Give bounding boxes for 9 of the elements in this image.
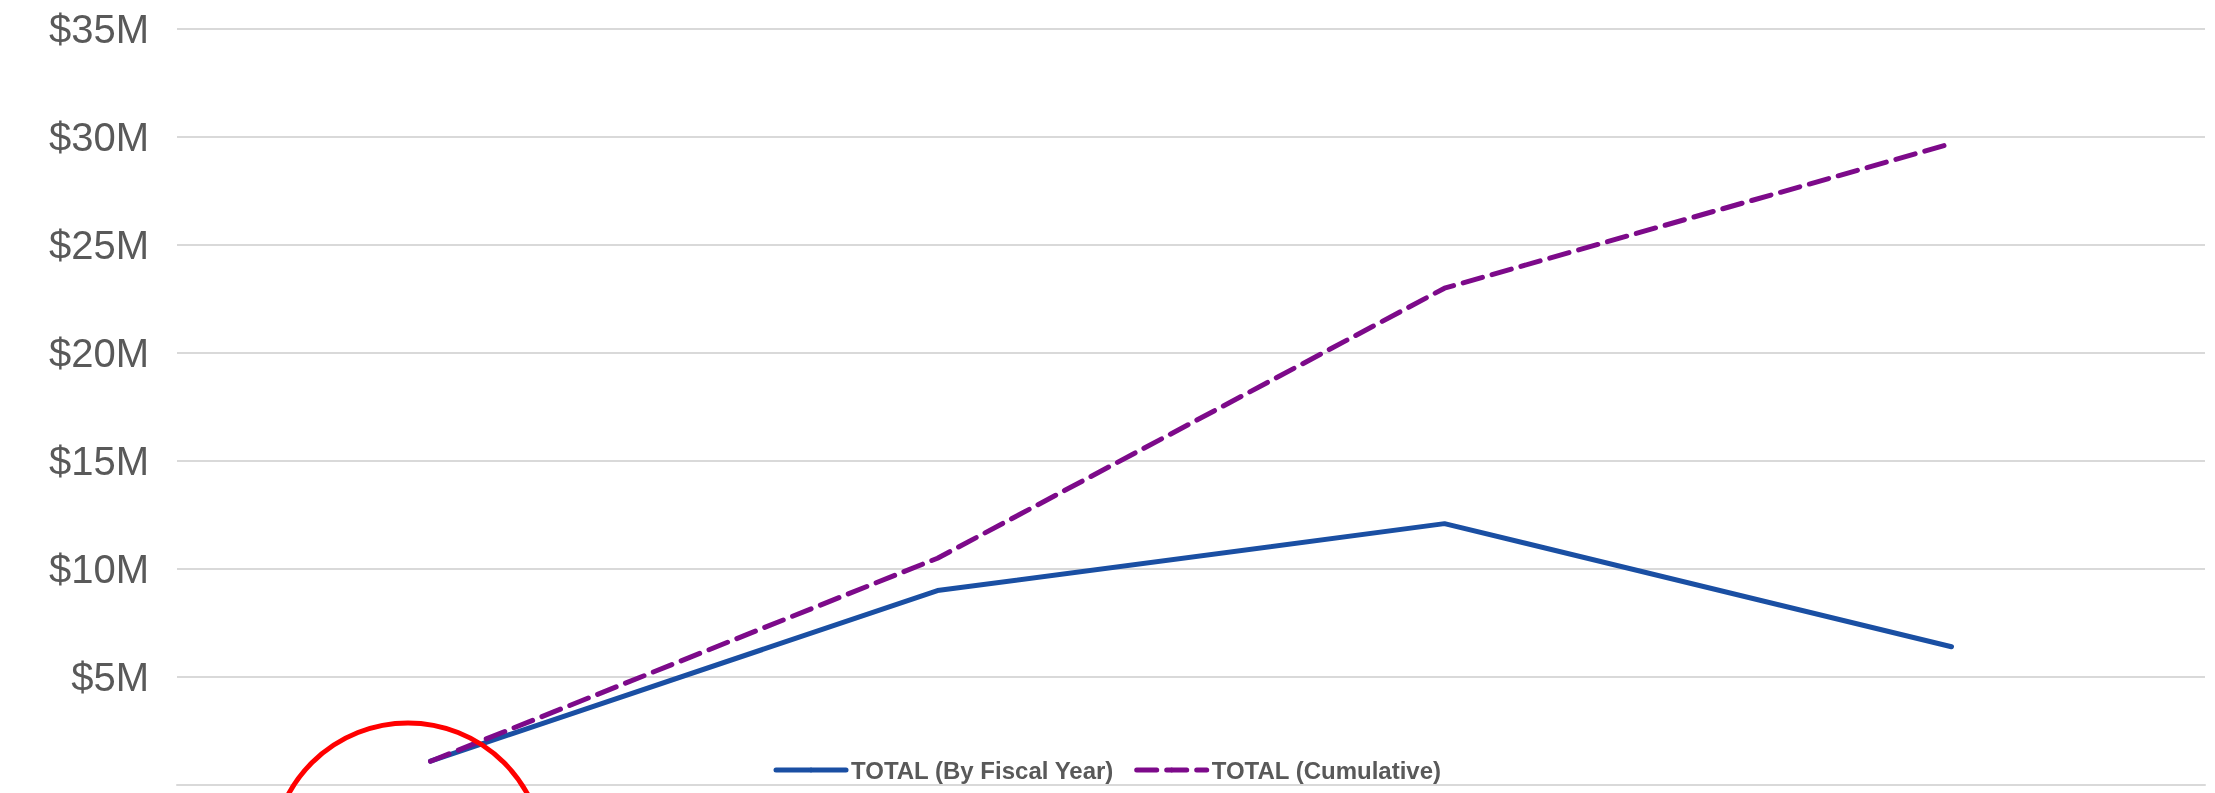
y-tick-label: $20M xyxy=(48,331,149,375)
y-tick-label: $30M xyxy=(48,115,149,159)
y-tick-label: $25M xyxy=(48,223,149,267)
y-tick-label: $5M xyxy=(71,655,149,699)
y-tick-label: $35M xyxy=(48,7,149,51)
legend-label: TOTAL (By Fiscal Year) xyxy=(851,756,1114,784)
y-tick-label: $10M xyxy=(48,547,149,591)
y-tick-label: $15M xyxy=(48,439,149,483)
legend-label: TOTAL (Cumulative) xyxy=(1211,756,1442,784)
